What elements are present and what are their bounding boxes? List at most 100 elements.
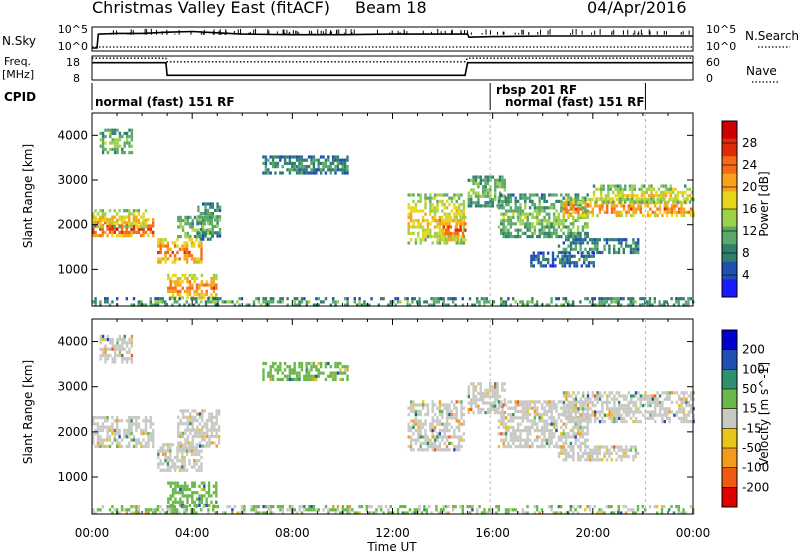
echo-cell (130, 432, 133, 436)
echo-cell (574, 441, 577, 445)
echo-cell (536, 425, 539, 429)
echo-cell (552, 400, 556, 404)
echo-cell (605, 505, 608, 509)
echo-cell (579, 505, 582, 509)
echo-cell (551, 264, 555, 268)
echo-cell (436, 235, 439, 239)
echo-cell (478, 303, 481, 307)
echo-cell (438, 445, 442, 449)
echo-cell (679, 190, 682, 195)
echo-cell (503, 197, 506, 202)
echo-cell (322, 300, 325, 304)
echo-cell (504, 300, 508, 304)
echo-cell (491, 197, 494, 202)
echo-cell (96, 438, 100, 442)
echo-cell (455, 238, 458, 242)
echo-cell (690, 410, 693, 414)
echo-cell (188, 303, 191, 307)
echo-cell (509, 199, 513, 203)
echo-cell (461, 215, 465, 219)
echo-cell (438, 435, 442, 439)
echo-cell (310, 365, 313, 369)
echo-cell (298, 371, 301, 375)
echo-cell (591, 197, 594, 202)
echo-cell (560, 250, 563, 255)
echo-cell (215, 487, 218, 492)
echo-cell (396, 300, 400, 304)
echo-cell (533, 303, 536, 307)
echo-cell (460, 422, 463, 426)
echo-cell (137, 209, 140, 213)
echo-cell (542, 264, 545, 268)
echo-cell (454, 219, 457, 223)
echo-cell (589, 416, 592, 420)
echo-cell (96, 435, 100, 439)
echo-cell (536, 413, 539, 417)
echo-cell (200, 468, 203, 472)
echo-cell (161, 297, 164, 301)
echo-cell (327, 155, 330, 159)
echo-cell (646, 410, 650, 414)
echo-cell (445, 235, 449, 239)
echo-cell (620, 420, 623, 424)
echo-cell (248, 303, 251, 307)
echo-cell (677, 297, 680, 301)
echo-cell (486, 401, 490, 405)
echo-cell (125, 131, 129, 135)
echo-cell (421, 235, 425, 239)
echo-cell (658, 207, 662, 211)
echo-cell (156, 303, 160, 307)
echo-cell (181, 459, 184, 463)
echo-cell (486, 391, 490, 395)
echo-cell (579, 207, 582, 211)
echo-cell (654, 404, 657, 408)
echo-cell (108, 425, 112, 429)
echo-cell (550, 416, 553, 420)
echo-cell (500, 300, 503, 304)
echo-cell (646, 300, 649, 304)
echo-cell (472, 385, 475, 389)
echo-cell (661, 404, 664, 408)
echo-cell (197, 465, 201, 469)
echo-cell (594, 394, 597, 398)
echo-cell (407, 206, 410, 210)
echo-cell (586, 391, 590, 395)
echo-cell (596, 400, 599, 404)
echo-cell (548, 225, 551, 229)
echo-cell (555, 445, 558, 449)
echo-cell (185, 250, 189, 255)
echo-cell (448, 222, 451, 226)
echo-cell (654, 407, 657, 411)
echo-cell (406, 511, 409, 515)
echo-cell (438, 429, 442, 433)
echo-cell (94, 303, 97, 307)
echo-cell (147, 508, 150, 512)
echo-cell (164, 260, 167, 264)
echo-cell (288, 161, 292, 165)
echo-cell (111, 441, 114, 445)
echo-cell (603, 244, 606, 248)
echo-cell (545, 438, 549, 442)
echo-cell (533, 209, 537, 213)
echo-cell (195, 452, 198, 456)
echo-cell (609, 184, 612, 188)
echo-cell (568, 264, 571, 268)
echo-cell (689, 505, 692, 509)
echo-cell (171, 459, 174, 463)
echo-cell (329, 303, 332, 307)
echo-cell (632, 247, 635, 251)
echo-cell (504, 212, 508, 216)
echo-cell (589, 407, 592, 411)
echo-cell (453, 238, 456, 242)
echo-cell (627, 303, 630, 307)
echo-cell (533, 413, 537, 417)
echo-cell (202, 202, 205, 206)
echo-cell (407, 215, 410, 219)
echo-cell (448, 429, 451, 433)
echo-cell (186, 235, 190, 239)
echo-cell (567, 410, 570, 414)
echo-cell (196, 235, 199, 239)
echo-cell (521, 219, 525, 223)
echo-cell (552, 219, 556, 223)
echo-cell (543, 438, 546, 442)
